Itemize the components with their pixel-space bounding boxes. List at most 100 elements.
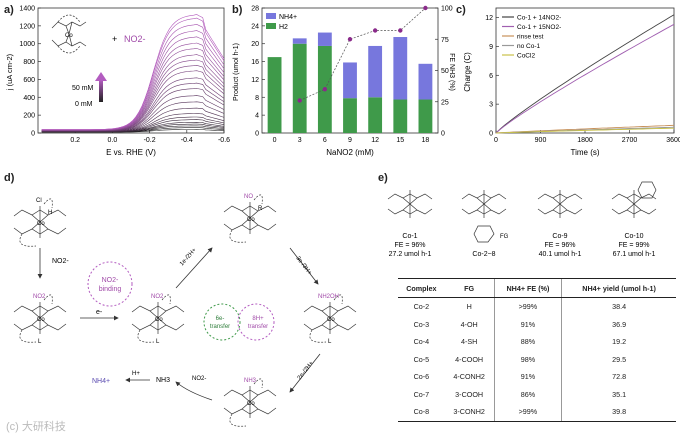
cv-curve bbox=[41, 30, 225, 131]
y2-tick-label: 75 bbox=[441, 37, 449, 44]
legend-nh4-swatch bbox=[266, 13, 276, 19]
co9-rate: 40.1 umol h-1 bbox=[539, 251, 582, 258]
cell-fe: >99% bbox=[493, 403, 562, 422]
cell-fe: 88% bbox=[493, 333, 562, 351]
table-header-row: Complex FG NH4+ FE (%) NH4+ yield (umol … bbox=[398, 278, 676, 298]
co9-fe: FE = 96% bbox=[545, 242, 576, 249]
cell-yield: 35.1 bbox=[561, 385, 676, 403]
co1-name: Co-1 bbox=[402, 233, 417, 240]
bar-h2 bbox=[267, 57, 282, 133]
y-tick-label: 8 bbox=[255, 95, 259, 102]
y-tick-label: 6 bbox=[489, 73, 493, 80]
cell-complex: Co-2 bbox=[413, 302, 430, 312]
cell-complex: Co-4 bbox=[413, 337, 430, 347]
cell-yield: 38.4 bbox=[561, 297, 676, 316]
header-yield: NH4+ yield (umol h-1) bbox=[561, 278, 676, 298]
structure-co2-8 bbox=[461, 189, 507, 243]
x-tick-label: 0.0 bbox=[108, 137, 118, 144]
nitrite-in-label: NO2- bbox=[52, 258, 69, 265]
x-tick-label: 0 bbox=[494, 137, 498, 144]
legend-label: Co-1 + 14NO2- bbox=[517, 15, 561, 22]
legend-nh4-label: NH4+ bbox=[279, 14, 297, 21]
charge-line bbox=[495, 14, 675, 134]
co2-8-name: Co-2~8 bbox=[472, 251, 495, 258]
complex-4-co: Co bbox=[247, 217, 255, 223]
conc-top-label: 50 mM bbox=[72, 85, 94, 92]
y-tick-label: 4 bbox=[255, 113, 259, 120]
charge-line bbox=[495, 127, 675, 134]
chart-c-xlabel: Time (s) bbox=[570, 148, 599, 157]
legend-label: no Co-1 bbox=[517, 43, 541, 50]
ammonia-label: NH3 bbox=[156, 377, 170, 384]
co10-fe: FE = 99% bbox=[619, 242, 650, 249]
cell-fe: 98% bbox=[493, 350, 562, 368]
x-tick-label: 0.2 bbox=[70, 137, 80, 144]
cell-yield: 29.5 bbox=[561, 350, 676, 368]
y-tick-label: 1400 bbox=[19, 6, 35, 13]
cell-fg: 4-SH bbox=[460, 337, 478, 347]
cell-complex: Co-5 bbox=[413, 354, 430, 364]
complex-1-cl: Cl bbox=[36, 198, 42, 204]
y-tick-label: 20 bbox=[251, 41, 259, 48]
conc-bottom-label: 0 mM bbox=[75, 101, 93, 108]
table-row: Co-2 H >99% 38.4 bbox=[398, 297, 676, 316]
step2-label: 3e-/3H+ bbox=[294, 256, 312, 277]
complex-1-co: Co bbox=[37, 221, 45, 227]
complex-5-nh2oh: NH2OH bbox=[318, 294, 339, 300]
table-row: Co-4 4-SH 88% 19.2 bbox=[398, 333, 676, 351]
cell-fg: H bbox=[466, 302, 472, 312]
y-tick-label: 1000 bbox=[19, 41, 35, 48]
y2-tick-label: 25 bbox=[441, 99, 449, 106]
header-fe: NH4+ FE (%) bbox=[493, 278, 562, 298]
chart-a-frame bbox=[37, 7, 225, 134]
cell-complex: Co-3 bbox=[413, 319, 430, 329]
complex-2-no2: NO2 bbox=[33, 294, 46, 300]
fe-point bbox=[322, 87, 328, 92]
bar-h2 bbox=[292, 43, 307, 133]
legend-h2-label: H2 bbox=[279, 24, 288, 31]
header-fg: FG bbox=[444, 278, 495, 298]
cell-complex: Co-7 bbox=[413, 389, 430, 399]
y-tick-label: 0 bbox=[255, 131, 259, 138]
arrow-release bbox=[175, 381, 213, 401]
arrow-step1 bbox=[175, 247, 213, 289]
complex-3-co: Co bbox=[155, 317, 163, 323]
cell-yield: 36.9 bbox=[561, 315, 676, 333]
table-row: Co-6 4-CONH2 91% 72.8 bbox=[398, 368, 676, 386]
x-tick-label: -0.2 bbox=[144, 137, 156, 144]
cell-complex: Co-8 bbox=[398, 403, 445, 422]
bar-nh4 bbox=[393, 37, 408, 100]
panel-label-b: b) bbox=[232, 4, 243, 16]
y-tick-label: 16 bbox=[251, 59, 259, 66]
x-tick-label: 9 bbox=[348, 137, 352, 144]
x-tick-label: 2700 bbox=[622, 137, 638, 144]
transfer-8h-bubble bbox=[237, 303, 275, 341]
table-row: Co-3 4-OH 91% 36.9 bbox=[398, 315, 676, 333]
y-tick-label: 200 bbox=[23, 113, 35, 120]
chart-b: 0 3 6 9 12 15 18 0 4 8 12 16 20 24 28 0 25 50 75 100 NH4+ H… bbox=[233, 6, 455, 158]
header-complex: Complex bbox=[398, 278, 445, 298]
complex-2-co: Co bbox=[37, 317, 45, 323]
x-tick-label: 6 bbox=[323, 137, 327, 144]
y2-tick-label: 0 bbox=[441, 131, 445, 138]
bar-h2 bbox=[418, 99, 433, 133]
concentration-arrow-head bbox=[95, 72, 107, 81]
x-tick-label: 0 bbox=[273, 137, 277, 144]
chart-b-y2label: FE NH3 (%) bbox=[448, 53, 455, 91]
fe-point bbox=[372, 28, 378, 33]
y-tick-label: 1200 bbox=[19, 23, 35, 30]
x-tick-label: 3 bbox=[298, 137, 302, 144]
nitrite-out-label: NO2- bbox=[192, 376, 206, 382]
y-tick-label: 24 bbox=[251, 23, 259, 30]
y2-tick-label: 100 bbox=[441, 6, 453, 13]
fe-line bbox=[299, 7, 426, 101]
structure-co10 bbox=[611, 181, 657, 219]
chart-c: 0 900 1800 2700 3600 0 3 6 9 12 Co-1 + 14NO2- Co-1… bbox=[463, 7, 680, 157]
arrow-step3 bbox=[289, 353, 321, 393]
ammonium-label: NH4+ bbox=[92, 378, 110, 385]
complex-6-co: Co bbox=[247, 401, 255, 407]
structures-row: Co-1 FE = 96% 27.2 umol h-1 FG Co-2~8 Co… bbox=[387, 181, 657, 258]
complex-3-l: L bbox=[156, 339, 160, 345]
transfer6-label-2: transfer bbox=[210, 324, 230, 330]
plus-sign: + bbox=[112, 34, 117, 44]
